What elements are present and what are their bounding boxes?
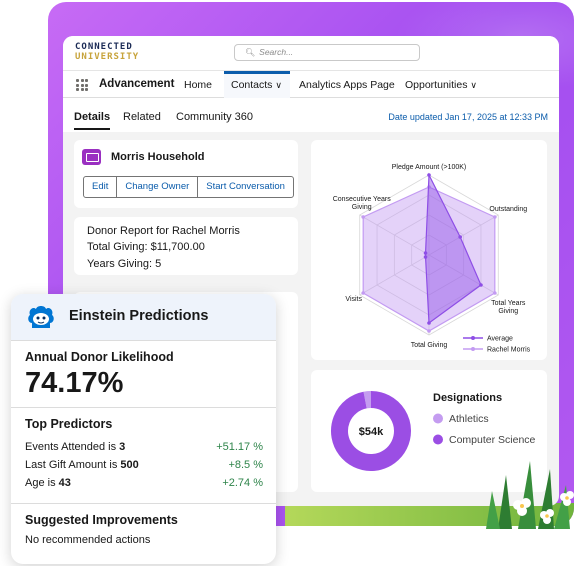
household-title[interactable]: Morris Household [111, 151, 205, 163]
predictor-row: Age is 43 +2.74 % [25, 477, 263, 489]
designation-label: Computer Science [449, 434, 536, 446]
predictor-value: 500 [120, 459, 139, 471]
improvements-text: No recommended actions [25, 534, 151, 546]
radar-point[interactable] [479, 283, 483, 287]
nav-item-home[interactable]: Home [184, 79, 213, 91]
einstein-header: Einstein Predictions [11, 294, 276, 341]
predictor-change: +51.17 % [216, 441, 263, 453]
radar-point[interactable] [493, 215, 497, 219]
radar-spoke [359, 214, 430, 256]
radar-point[interactable] [458, 235, 462, 239]
designations-card: $54k Designations Athletics Computer Scienc… [311, 370, 547, 492]
radar-spoke [428, 254, 499, 296]
search-input[interactable]: 🔍︎ Search... [234, 44, 420, 61]
nav-item-contacts[interactable]: Contacts ∨ [231, 79, 282, 91]
likelihood-value: 74.17% [25, 367, 124, 399]
nav-active-indicator [224, 71, 290, 98]
flowers-decoration [486, 461, 574, 529]
household-actions: Edit Change Owner Start Conversation [83, 176, 294, 198]
predictors-title: Top Predictors [25, 417, 113, 431]
likelihood-section: Annual Donor Likelihood [11, 341, 276, 408]
radar-axis-label: Pledge Amount (>100K) [392, 164, 467, 171]
donut-slice-athletics[interactable] [363, 391, 372, 409]
radar-spoke [428, 214, 499, 256]
logo-line-2: UNIVERSITY [75, 52, 140, 62]
app-nav-bar: Advancement Home Contacts ∨ Analytics Ap… [63, 70, 559, 98]
legend-marker [471, 347, 475, 351]
predictor-value: 43 [58, 477, 71, 489]
radar-point[interactable] [427, 173, 431, 177]
donor-total-giving: Total Giving: $11,700.00 [87, 241, 205, 253]
radar-axis-label: Outstanding [489, 206, 527, 213]
radar-axis-label: Total Years Giving [491, 300, 526, 315]
radar-point[interactable] [427, 329, 431, 333]
household-icon [82, 149, 101, 165]
tab-community-360[interactable]: Community 360 [176, 111, 254, 123]
global-header: CONNECTED UNIVERSITY 🔍︎ Search... [63, 36, 559, 70]
designation-swatch [433, 413, 443, 424]
donor-report-card: Donor Report for Rachel Morris Total Giv… [74, 217, 298, 275]
predictor-label: Age is [25, 477, 59, 489]
designations-title: Designations [433, 392, 502, 404]
tab-related[interactable]: Related [123, 111, 161, 123]
predictor-value: 3 [119, 441, 126, 453]
radar-point[interactable] [423, 255, 428, 259]
designation-label: Athletics [449, 413, 489, 425]
donor-years-giving: Years Giving: 5 [87, 258, 162, 270]
predictor-change: +2.74 % [222, 477, 263, 489]
predictors-section: Top Predictors Events Attended is 3 +51.… [11, 408, 276, 504]
radar-axis-label: Visits [345, 296, 362, 303]
predictor-label: Last Gift Amount is [25, 459, 121, 471]
designation-swatch [433, 434, 443, 445]
legend-label: Average [487, 336, 513, 343]
improvements-title: Suggested Improvements [25, 513, 178, 527]
donor-report-title: Donor Report for Rachel Morris [87, 225, 240, 237]
radar-spoke [359, 254, 430, 296]
legend-marker [471, 336, 475, 340]
nav-item-opportunities[interactable]: Opportunities ∨ [405, 79, 477, 91]
donut-slice-computer-science[interactable] [331, 391, 411, 471]
chevron-down-icon[interactable]: ∨ [470, 80, 477, 90]
change-owner-button[interactable]: Change Owner [117, 177, 199, 197]
radar-axis-label: Total Giving [411, 342, 448, 349]
logo-line-1: CONNECTED [75, 42, 133, 52]
search-placeholder: Search... [259, 47, 294, 57]
nav-item-opportunities-label: Opportunities [405, 79, 468, 91]
einstein-mascot-icon [28, 306, 54, 328]
radar-point[interactable] [361, 215, 365, 219]
radar-point[interactable] [361, 291, 365, 295]
predictor-row: Last Gift Amount is 500 +8.5 % [25, 459, 263, 471]
likelihood-label: Annual Donor Likelihood [25, 350, 174, 364]
start-conversation-button[interactable]: Start Conversation [206, 181, 285, 192]
radar-chart-card: Pledge Amount (>100K) Outstanding Total Ye… [311, 140, 547, 360]
radar-point[interactable] [427, 321, 431, 325]
edit-button[interactable]: Edit [84, 177, 118, 197]
household-card: Morris Household Edit Change Owner Start… [74, 140, 298, 208]
chevron-down-icon[interactable]: ∨ [275, 80, 282, 90]
predictor-change: +8.5 % [228, 459, 263, 471]
designations-donut-chart: $54k Designations Athletics Computer Scienc… [331, 391, 536, 471]
record-tabs: Details Related Community 360 Date updat… [63, 98, 559, 132]
tab-details[interactable]: Details [74, 111, 111, 123]
predictor-row: Events Attended is 3 +51.17 % [25, 441, 263, 453]
einstein-title: Einstein Predictions [69, 308, 209, 324]
radar-point[interactable] [493, 291, 497, 295]
radar-chart: Pledge Amount (>100K) Outstanding Total Ye… [333, 164, 531, 354]
legend-label: Rachel Morris [487, 347, 531, 354]
donut-center-label: $54k [359, 426, 384, 438]
university-logo[interactable]: CONNECTED UNIVERSITY [75, 42, 139, 62]
app-name: Advancement [99, 78, 175, 90]
radar-point[interactable] [423, 251, 428, 255]
einstein-predictions-card: Einstein Predictions Annual Donor Likeli… [11, 294, 276, 564]
search-icon: 🔍︎ [245, 48, 256, 57]
app-launcher-icon[interactable] [76, 79, 88, 91]
radar-axis-label: Consecutive Years Giving [333, 196, 391, 211]
nav-item-analytics[interactable]: Analytics Apps Page [299, 79, 395, 91]
date-updated: Date updated Jan 17, 2025 at 12:33 PM [388, 112, 548, 122]
tab-active-underline [74, 128, 110, 130]
nav-item-contacts-label: Contacts [231, 79, 273, 91]
predictor-label: Events Attended is [25, 441, 120, 453]
